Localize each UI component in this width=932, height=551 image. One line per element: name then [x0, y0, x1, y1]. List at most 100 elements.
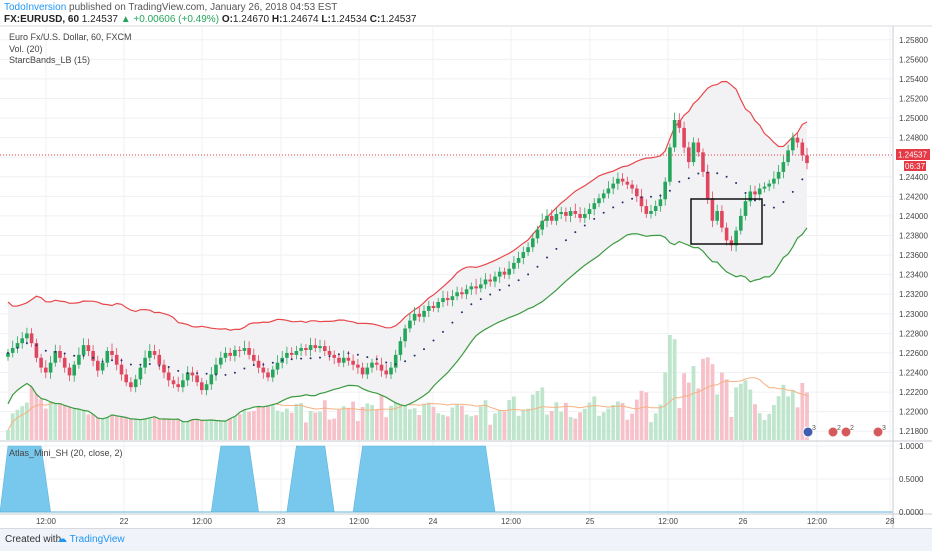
- midline-dot-22: [111, 359, 113, 362]
- candle-body-71: [341, 357, 346, 363]
- midline-dot-34: [167, 366, 170, 368]
- candle-body-144: [687, 147, 691, 163]
- volume-bar-14: [72, 391, 77, 440]
- candle-body-106: [507, 268, 511, 275]
- candle-body-147: [701, 152, 705, 172]
- legend-main[interactable]: Euro Fx/U.S. Dollar, 60, FXCM: [9, 32, 132, 42]
- volume-bar-60: [289, 412, 294, 440]
- candle-body-47: [228, 352, 232, 356]
- candle-body-21: [105, 351, 110, 363]
- volume-bar-167: [795, 407, 800, 440]
- event-marker-3[interactable]: [840, 426, 852, 438]
- candle-body-42: [204, 384, 209, 391]
- legend-oscillator[interactable]: Atlas_Mini_SH (20, close, 2): [9, 448, 123, 458]
- midline-dot-86: [413, 354, 416, 357]
- candle-body-10: [53, 351, 58, 363]
- volume-bar-81: [389, 405, 393, 440]
- volume-bar-141: [672, 339, 677, 440]
- midline-dot-122: [583, 224, 586, 227]
- candle-body-28: [138, 367, 143, 380]
- volume-bar-112: [535, 391, 540, 440]
- candle-body-64: [308, 345, 313, 350]
- footer: Created with ☁ TradingView: [0, 528, 932, 551]
- candle-body-68: [327, 351, 332, 355]
- legend-volume[interactable]: Vol. (20): [9, 44, 43, 54]
- midline-dot-0: [7, 351, 9, 354]
- volume-bar-129: [616, 401, 620, 440]
- oscillator-axis[interactable]: 1.0000 0.5000 0.0000: [899, 442, 924, 517]
- candle-body-13: [67, 367, 72, 376]
- event-marker-3-count: 2: [850, 425, 854, 432]
- midline-dot-92: [442, 330, 444, 333]
- volume-bar-131: [625, 419, 630, 440]
- time-axis[interactable]: 12:00 22 12:00 23 12:00 24 12:00 25 12:00 26 12:00…: [36, 517, 895, 526]
- volume-bar-65: [313, 412, 318, 440]
- candle-body-15: [77, 354, 81, 365]
- price-axis[interactable]: 1.25800 1.25600 1.25400 1.25200 1.25000 1.248…: [899, 36, 928, 436]
- volume-bar-154: [734, 387, 738, 440]
- volume-bar-105: [502, 411, 507, 440]
- event-marker-1[interactable]: [802, 426, 814, 438]
- volume-bar-155: [738, 383, 743, 440]
- lower-band: [7, 227, 808, 423]
- volume-bar-36: [176, 415, 181, 440]
- candle-body-113: [540, 220, 544, 230]
- midline-dot-98: [470, 303, 473, 306]
- candle-body-165: [786, 150, 790, 163]
- midline-dot-136: [650, 195, 652, 198]
- legend-bands[interactable]: StarcBands_LB (15): [9, 55, 91, 65]
- time-tick-5: 24: [429, 517, 438, 526]
- candle-body-164: [781, 162, 786, 172]
- volume-bar-106: [507, 400, 512, 440]
- volume-bar-125: [597, 415, 601, 440]
- event-markers[interactable]: 3 2 2 3: [802, 425, 886, 438]
- price-tick-10: 1.23800: [899, 232, 928, 241]
- volume-bar-72: [346, 407, 351, 440]
- candle-body-102: [488, 279, 492, 282]
- volume-bar-16: [81, 387, 86, 440]
- volume-bar-107: [512, 396, 516, 440]
- candle-body-67: [323, 346, 327, 351]
- tradingview-logo[interactable]: ☁ TradingView: [57, 531, 125, 545]
- volume-bar-163: [776, 396, 781, 440]
- candle-body-110: [526, 247, 530, 253]
- volume-bar-78: [374, 409, 379, 440]
- event-marker-4[interactable]: [872, 426, 884, 438]
- midline-dot-102: [489, 293, 492, 296]
- candle-body-78: [375, 362, 379, 365]
- midline-dot-76: [366, 356, 369, 359]
- volume-bar-11: [58, 392, 62, 440]
- volume-bar-22: [110, 401, 114, 440]
- event-marker-4-count: 3: [882, 425, 886, 432]
- volume-bar-64: [308, 411, 313, 440]
- midline-dot-106: [508, 284, 511, 287]
- countdown-tag: [904, 161, 926, 171]
- volume-bar-87: [417, 415, 422, 440]
- candle-body-45: [219, 357, 223, 365]
- candle-body-31: [152, 351, 157, 355]
- candle-body-85: [408, 320, 412, 329]
- volume-bar-157: [748, 389, 753, 440]
- midline-dot-158: [754, 199, 756, 202]
- event-marker-2[interactable]: [827, 426, 839, 438]
- volume-bar-88: [422, 403, 426, 440]
- midline-dot-112: [536, 265, 539, 268]
- midline-dot-152: [725, 175, 728, 178]
- midline-dot-4: [25, 342, 28, 345]
- candle-body-25: [124, 374, 128, 383]
- candle-body-53: [256, 360, 261, 368]
- midline-dot-94: [451, 321, 454, 324]
- event-marker-2-count: 2: [837, 425, 841, 432]
- volume-bar-124: [592, 396, 597, 440]
- midline-dot-164: [782, 201, 785, 203]
- candle-body-155: [739, 215, 743, 231]
- midline-dot-64: [309, 357, 312, 360]
- author-link[interactable]: TodoInversion: [4, 2, 67, 13]
- cloud-icon: ☁: [57, 534, 67, 545]
- volume-bar-53: [256, 404, 261, 440]
- volume-bar-140: [668, 335, 672, 440]
- chart-canvas[interactable]: 3 2 2 3 1.258001.256001.254001.252001.25…: [0, 0, 932, 528]
- volume-bar-98: [469, 416, 474, 440]
- midline-dot-144: [687, 177, 690, 180]
- candle-body-5: [29, 333, 34, 344]
